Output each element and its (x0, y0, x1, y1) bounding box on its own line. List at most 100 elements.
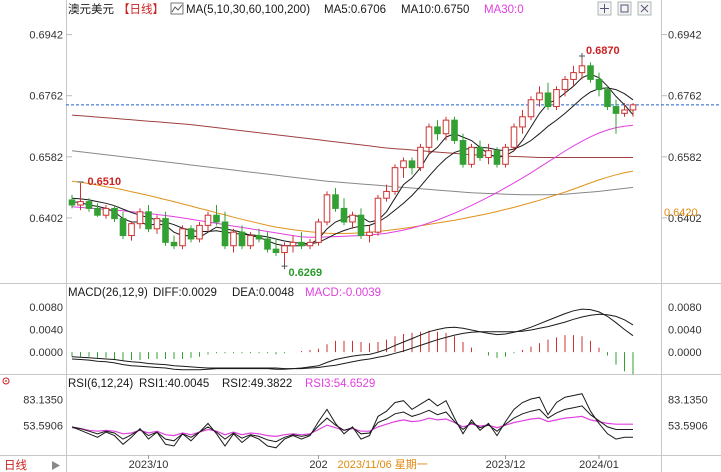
candle-body (187, 228, 195, 240)
rsi-plot: 83.1350 83.1350 53.5906 53.5906 (23, 393, 708, 449)
candle-body (145, 211, 152, 230)
candle-body (281, 245, 288, 254)
candle-body (340, 207, 348, 223)
symbol-label: 澳元美元 (68, 2, 114, 16)
candle-body (221, 221, 229, 247)
rsi2-legend: RSI2:49.3822 (222, 378, 292, 390)
candle (519, 109, 526, 134)
candle-body (374, 197, 382, 233)
candle-body (77, 201, 84, 206)
candle-body (570, 72, 577, 80)
rsi1-legend: RSI1:40.0045 (139, 378, 209, 390)
candle-body (136, 211, 144, 225)
candle (357, 208, 365, 239)
candle (468, 143, 475, 168)
price-axis-label-left: 0.6942 (29, 30, 63, 42)
candle (417, 143, 424, 172)
candle (510, 123, 518, 151)
candle-body (442, 119, 450, 135)
bottom-period-label: 日线 (4, 458, 27, 472)
candle-body (179, 228, 186, 247)
candle-body (349, 214, 356, 223)
candle (604, 86, 611, 110)
macd-axis-label-right: 0.0000 (668, 347, 702, 359)
candle-body (434, 126, 441, 135)
candle (544, 82, 552, 110)
candle (400, 157, 407, 178)
indicator-toggle-icon[interactable] (170, 2, 184, 15)
candle-body (289, 241, 297, 247)
ma10-legend: MA10:0.6750 (401, 4, 469, 16)
candle-body (272, 248, 280, 254)
candle (102, 205, 110, 219)
candle (170, 235, 178, 250)
candle-body (247, 235, 254, 247)
candle (94, 203, 101, 217)
candle-body (170, 241, 178, 247)
candle-body (102, 207, 110, 216)
candle (434, 120, 441, 141)
candle-body (595, 78, 603, 91)
macd-plot: 0.0080 0.0080 0.0040 0.0040 0.0000 0.0000 (29, 302, 702, 375)
candle (340, 198, 348, 226)
candle (570, 65, 577, 87)
candle (162, 211, 169, 246)
candle-body (408, 160, 416, 169)
candle-body (604, 89, 611, 108)
candle-body (332, 194, 339, 209)
macd-axis-label-left: 0.0080 (29, 302, 63, 314)
candle-body (468, 146, 475, 165)
candle (77, 182, 84, 211)
candle-body (238, 231, 246, 247)
macd-legend: MACD:-0.0039 (305, 287, 381, 299)
candle (153, 215, 161, 234)
candle (442, 116, 450, 141)
candle (527, 96, 535, 121)
dea-legend: DEA:0.0048 (232, 287, 294, 299)
ma200-line (71, 114, 633, 158)
candle (332, 188, 339, 212)
candle-body (264, 238, 271, 250)
candle (136, 208, 144, 229)
candle-body (196, 224, 203, 240)
candle-body (298, 241, 305, 247)
play-icon[interactable] (52, 461, 60, 470)
x-axis-label: 2023/10 (129, 459, 169, 471)
right-price-label: 0.6420 (664, 207, 698, 219)
close-icon[interactable] (637, 1, 652, 16)
price-axis-label-right: 0.6402 (668, 213, 702, 225)
price-axis-label-right: 0.6942 (668, 30, 702, 42)
candle-body (485, 150, 492, 158)
candlesticks[interactable] (68, 59, 637, 264)
macd-axis-label-right: 0.0080 (668, 302, 702, 314)
diff-line (71, 308, 634, 371)
candle (374, 194, 382, 236)
candle (179, 225, 186, 250)
candle (621, 103, 628, 117)
candle (502, 143, 509, 168)
candle-body (213, 214, 220, 223)
rsi-axis-label-left: 53.5906 (23, 420, 63, 432)
candle (204, 211, 212, 233)
candle-body (553, 89, 560, 108)
rsi1-line (71, 393, 633, 449)
candle (68, 194, 76, 209)
candle (391, 164, 399, 195)
rsi-header: RSI(6,12,24) RSI1:40.0045 RSI2:49.3822 R… (2, 377, 375, 390)
candle-body (451, 119, 458, 142)
candle-body (544, 92, 552, 108)
candle-body (493, 150, 501, 165)
candle (247, 232, 254, 250)
candle (587, 62, 594, 83)
target-icon[interactable] (2, 377, 10, 385)
candle (145, 205, 152, 233)
macd-axis-label-left: 0.0040 (29, 324, 63, 336)
rsi3-legend: RSI3:54.6529 (305, 378, 375, 390)
candle-body (68, 199, 76, 206)
candle (629, 103, 637, 117)
candle (255, 228, 263, 243)
move-icon[interactable] (597, 1, 612, 16)
restore-icon[interactable] (617, 1, 632, 16)
